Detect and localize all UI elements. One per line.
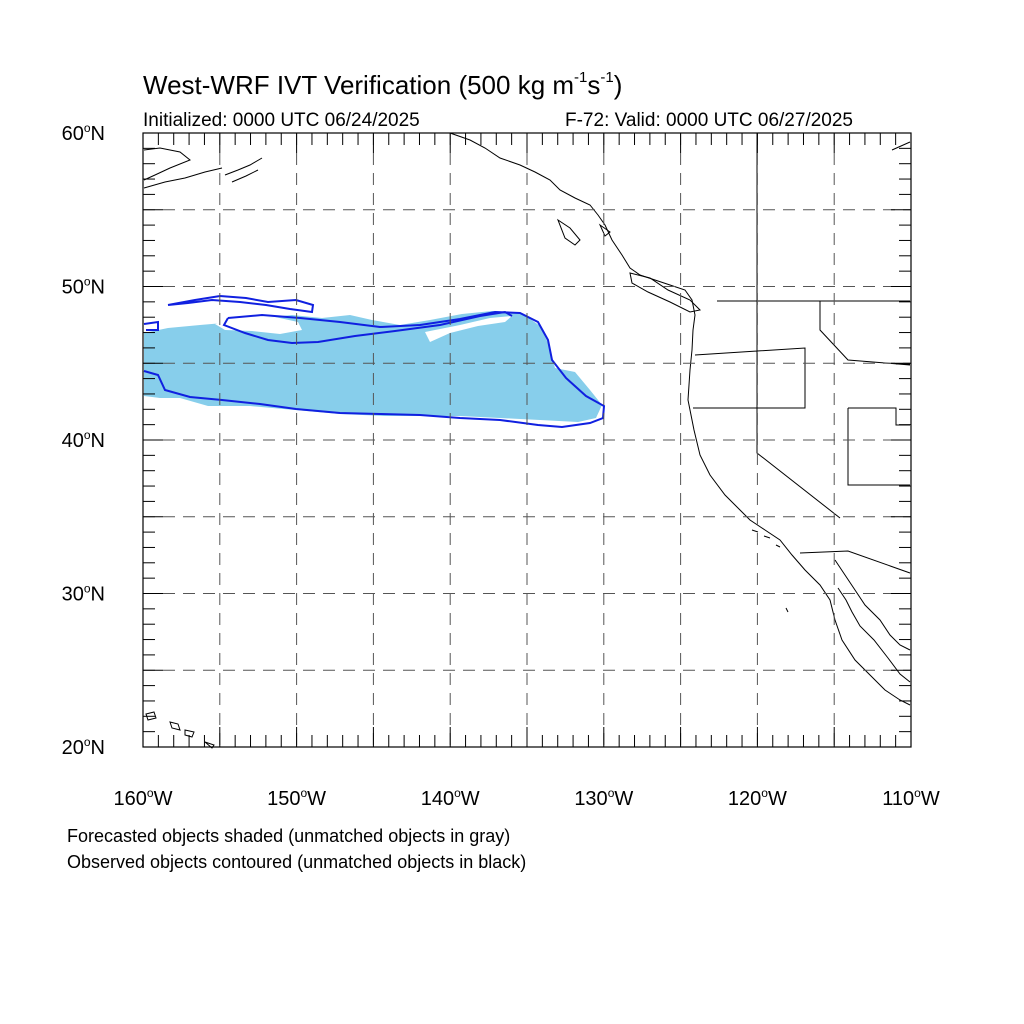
latitude-label: 60oN [62,121,105,145]
forecast-objects [144,311,602,422]
channel-islands [751,529,789,613]
baja-coast [834,559,911,651]
latitude-label: 30oN [62,582,105,606]
forecast-gap [425,316,512,342]
forecast-note: Forecasted objects shaded (unmatched obj… [67,826,511,846]
alaska-coast [143,147,223,189]
valid-time: F-72: Valid: 0000 UTC 06/27/2025 [565,110,853,131]
longitude-label: 150oW [267,786,326,810]
longitude-label: 160oW [114,786,173,810]
north-america-coast [449,132,911,706]
longitude-label: 140oW [421,786,480,810]
graticule [143,133,911,747]
observed-note: Observed objects contoured (unmatched ob… [67,852,527,872]
state-borders [693,133,911,574]
axis-labels: 60oN 50oN 40oN 30oN 20oN 160oW 150oW 140oW 130oW… [62,121,940,810]
latitude-label: 20oN [62,735,105,759]
observed-contour [222,310,513,345]
observed-objects [143,294,606,429]
hawaii-islands [145,711,215,749]
initialized-time: Initialized: 0000 UTC 06/24/2025 [143,110,420,131]
axis-ticks [142,132,912,748]
alaska-islands [224,141,911,183]
observed-contour [143,310,606,429]
latitude-label: 40oN [62,428,105,452]
bc-islands [556,218,611,246]
gulf-coast [837,587,911,683]
longitude-label: 120oW [728,786,787,810]
forecast-object [144,311,602,422]
longitude-label: 130oW [574,786,633,810]
vancouver-island [629,272,702,313]
longitude-label: 110oW [882,786,940,810]
observed-contour [143,294,315,331]
coastlines [143,132,911,749]
map-title: West-WRF IVT Verification (500 kg m-1s-1… [143,69,623,100]
latitude-label: 50oN [62,275,105,299]
map-frame [142,132,912,748]
